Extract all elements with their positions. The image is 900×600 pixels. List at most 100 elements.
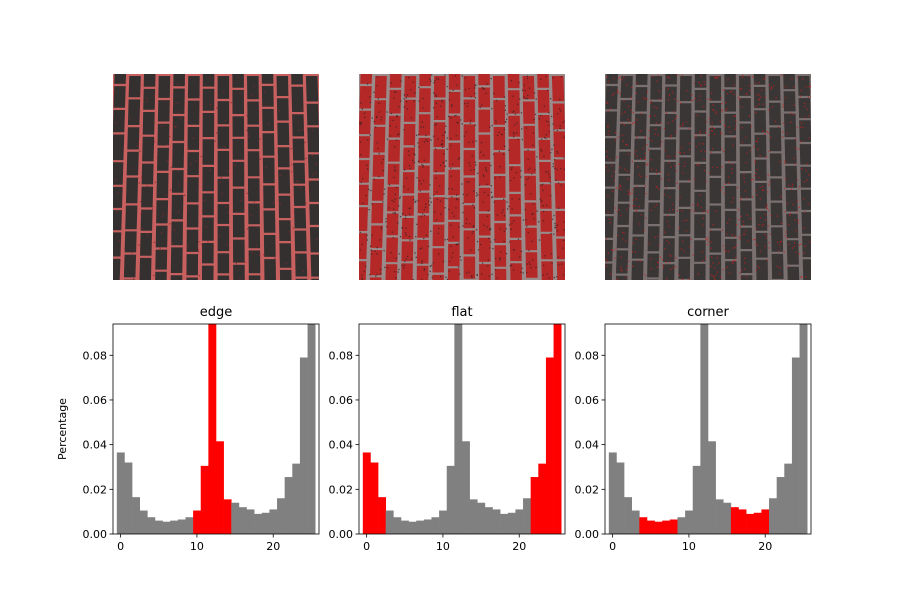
- texture-speck: [209, 169, 211, 172]
- texture-speck: [220, 177, 222, 179]
- texture-speck: [765, 206, 767, 208]
- texture-brick: [525, 252, 538, 278]
- texture-speck: [762, 223, 764, 226]
- texture-speck: [625, 143, 627, 146]
- texture-brick: [647, 253, 660, 278]
- texture-speck: [224, 120, 226, 122]
- texture-speck: [705, 121, 708, 123]
- histogram-bar: [500, 513, 509, 534]
- texture-speck: [378, 176, 380, 178]
- texture-speck: [226, 244, 228, 246]
- texture-brick: [373, 126, 386, 153]
- texture-speck: [138, 182, 140, 184]
- texture-brick: [507, 74, 520, 89]
- texture-speck: [693, 82, 695, 85]
- histogram-bar: [216, 441, 224, 534]
- texture-brick: [524, 175, 537, 201]
- texture-speck: [681, 278, 684, 280]
- texture-speck: [494, 239, 496, 241]
- texture-brick: [217, 178, 230, 202]
- texture-speck: [713, 127, 716, 130]
- texture-speck: [483, 191, 486, 193]
- texture-speck: [408, 165, 411, 167]
- texture-speck: [419, 248, 421, 250]
- histogram-bar: [776, 477, 785, 534]
- texture-brick: [433, 76, 446, 98]
- texture-speck: [376, 142, 378, 144]
- texture-speck: [698, 164, 700, 166]
- texture-speck: [513, 133, 515, 135]
- texture-speck: [516, 122, 518, 124]
- texture-speck: [732, 247, 734, 249]
- texture-speck: [800, 243, 802, 245]
- texture-brick: [620, 100, 633, 122]
- texture-speck: [493, 92, 495, 95]
- texture-speck: [116, 211, 118, 213]
- texture-speck: [138, 244, 140, 246]
- texture-speck: [529, 167, 531, 169]
- texture-brick: [232, 188, 245, 213]
- texture-speck: [721, 109, 723, 111]
- texture-speck: [402, 213, 404, 215]
- texture-speck: [644, 152, 646, 154]
- texture-speck: [490, 77, 492, 80]
- texture-speck: [421, 121, 423, 123]
- texture-speck: [219, 181, 221, 183]
- texture-speck: [721, 102, 723, 105]
- texture-speck: [766, 207, 768, 210]
- texture-brick: [155, 249, 168, 270]
- texture-brick: [540, 210, 553, 232]
- texture-speck: [688, 143, 691, 145]
- texture-speck: [425, 234, 427, 236]
- texture-speck: [278, 110, 281, 112]
- texture-brick: [140, 209, 153, 231]
- texture-speck: [759, 186, 761, 188]
- texture-speck: [417, 200, 419, 202]
- texture-speck: [782, 103, 785, 105]
- texture-brick: [786, 240, 799, 265]
- texture-speck: [712, 104, 714, 106]
- texture-speck: [741, 127, 743, 129]
- texture-speck: [367, 168, 369, 170]
- texture-brick: [631, 260, 644, 280]
- texture-speck: [416, 223, 418, 225]
- texture-speck: [459, 256, 461, 258]
- histogram-bar: [292, 463, 301, 534]
- texture-speck: [729, 131, 731, 133]
- texture-brick: [664, 86, 677, 112]
- texture-speck: [806, 179, 808, 181]
- texture-speck: [368, 209, 370, 211]
- texture-brick: [371, 179, 385, 201]
- texture-speck: [716, 111, 718, 113]
- texture-speck: [726, 93, 729, 95]
- texture-speck: [405, 227, 407, 229]
- texture-speck: [393, 271, 396, 273]
- texture-speck: [667, 174, 670, 176]
- texture-brick: [605, 263, 613, 280]
- texture-brick: [292, 138, 305, 161]
- texture-speck: [553, 159, 556, 161]
- texture-brick: [463, 99, 476, 123]
- texture-speck: [439, 200, 442, 202]
- texture-speck: [396, 186, 398, 189]
- texture-speck: [367, 188, 370, 191]
- texture-speck: [525, 127, 528, 129]
- texture-speck: [720, 189, 722, 191]
- texture-brick: [278, 195, 291, 218]
- texture-speck: [548, 130, 550, 133]
- texture-speck: [441, 142, 443, 145]
- texture-brick: [309, 227, 319, 253]
- texture-speck: [766, 259, 768, 261]
- texture-speck: [644, 158, 646, 161]
- texture-speck: [364, 116, 366, 119]
- texture-speck: [674, 165, 676, 167]
- texture-speck: [430, 80, 432, 82]
- texture-speck: [607, 134, 609, 136]
- texture-brick: [217, 204, 230, 224]
- texture-speck: [554, 167, 556, 170]
- histogram-bar: [624, 497, 632, 534]
- texture-brick: [783, 91, 796, 112]
- texture-speck: [398, 133, 400, 135]
- histogram-bar: [284, 477, 293, 534]
